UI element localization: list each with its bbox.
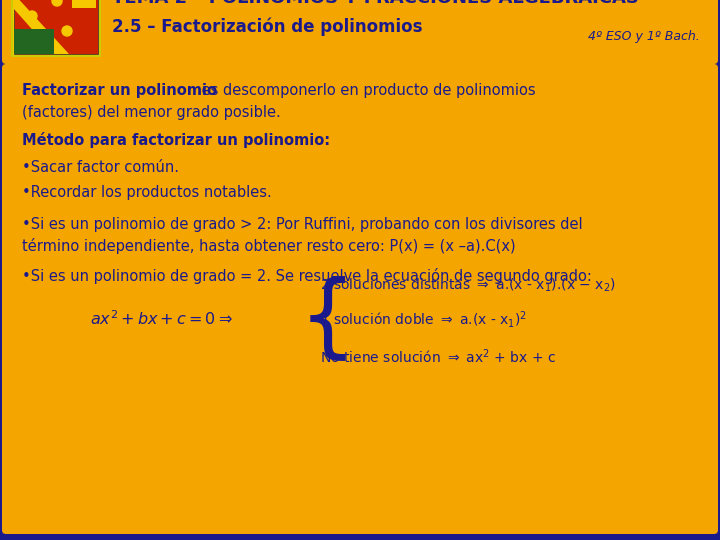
Circle shape	[62, 26, 72, 36]
Bar	[14, 29, 54, 54]
Text: es descomponerlo en producto de polinomios: es descomponerlo en producto de polinomi…	[197, 83, 536, 98]
Text: TEMA 2 – POLINOMIOS Y FRACCIONES ALGEBRAICAS: TEMA 2 – POLINOMIOS Y FRACCIONES ALGEBRA…	[112, 0, 639, 7]
Text: (factores) del menor grado posible.: (factores) del menor grado posible.	[22, 105, 281, 120]
Bar	[12, 0, 100, 56]
Text: •Recordar los productos notables.: •Recordar los productos notables.	[22, 185, 271, 200]
Text: $ax^2 + bx + c = 0 \Rightarrow$: $ax^2 + bx + c = 0 \Rightarrow$	[90, 310, 233, 329]
Text: •Si es un polinomio de grado > 2: Por Ruffini, probando con los divisores del: •Si es un polinomio de grado > 2: Por Ru…	[22, 217, 582, 232]
Bar	[72, 0, 96, 8]
Text: 2 soluciones distintas $\Rightarrow$ a.(x - x$_1$).(x $-$ x$_2$): 2 soluciones distintas $\Rightarrow$ a.(…	[320, 276, 616, 294]
Text: 4º ESO y 1º Bach.: 4º ESO y 1º Bach.	[588, 30, 700, 43]
Text: No tiene solución $\Rightarrow$ ax$^2$ + bx + c: No tiene solución $\Rightarrow$ ax$^2$ +…	[320, 348, 556, 366]
Bar	[14, 0, 98, 54]
Text: 2.5 – Factorización de polinomios: 2.5 – Factorización de polinomios	[112, 17, 423, 36]
FancyBboxPatch shape	[2, 64, 718, 534]
Text: •Sacar factor común.: •Sacar factor común.	[22, 160, 179, 175]
Text: Factorizar un polinomio: Factorizar un polinomio	[22, 83, 217, 98]
Text: término independiente, hasta obtener resto cero: P(x) = (x –a).C(x): término independiente, hasta obtener res…	[22, 238, 516, 254]
FancyBboxPatch shape	[2, 0, 718, 64]
Circle shape	[52, 0, 62, 6]
Text: 1 solución doble $\Rightarrow$ a.(x - x$_1$)$^2$: 1 solución doble $\Rightarrow$ a.(x - x$…	[320, 309, 527, 330]
Polygon shape	[14, 0, 69, 54]
Text: $\{$: $\{$	[298, 275, 346, 364]
Text: Método para factorizar un polinomio:: Método para factorizar un polinomio:	[22, 132, 330, 148]
Text: •Si es un polinomio de grado = 2. Se resuelve la ecuación de segundo grado:: •Si es un polinomio de grado = 2. Se res…	[22, 268, 592, 284]
Circle shape	[27, 11, 37, 21]
Text: Matemáticas: Matemáticas	[588, 0, 668, 2]
